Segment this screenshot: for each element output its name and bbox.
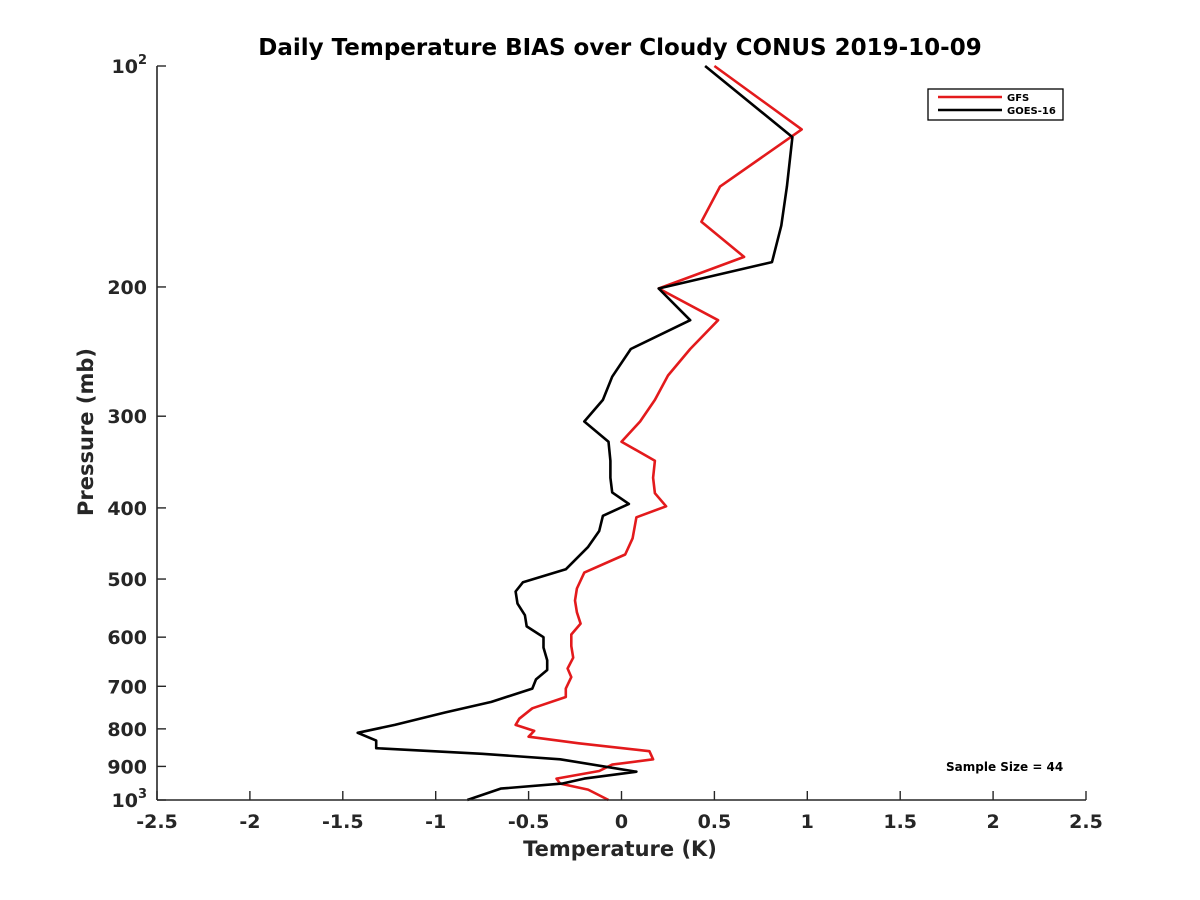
y-tick-label: 400 [107,498,147,520]
x-tick-label: -2.5 [136,811,178,833]
plot-lines [356,64,804,802]
y-tick-label: 500 [107,569,147,591]
x-axis-label: Temperature (K) [523,837,717,861]
y-tick-label: 700 [107,676,147,698]
axes: -2.5 -2 -1.5 -1 -0.5 0 0.5 1 1.5 2 2.5 102 200 300 400… [107,53,1103,833]
x-tick-label: 0 [615,811,628,833]
x-tick-label: 2 [986,811,999,833]
legend: GFS GOES-16 [927,88,1064,121]
sample-size-annotation: Sample Size = 44 [946,760,1063,774]
y-tick-label: 103 [112,787,148,812]
y-tick-label: 900 [107,756,147,778]
series-line-gfs [514,64,804,802]
x-tick-label: 1.5 [883,811,917,833]
legend-label-gfs: GFS [1007,93,1029,104]
x-tick-label: -2 [239,811,260,833]
y-tick-label: 800 [107,719,147,741]
x-tick-label: -1 [425,811,446,833]
y-tick-label: 200 [107,277,147,299]
legend-box [927,88,1064,121]
y-tick-label: 600 [107,627,147,649]
series-line-goes-16 [356,64,794,802]
x-tick-label: -1.5 [322,811,364,833]
x-tick-label: 0.5 [698,811,732,833]
chart-title: Daily Temperature BIAS over Cloudy CONUS… [258,35,981,61]
x-tick-label: 1 [801,811,814,833]
y-tick-label: 300 [107,406,147,428]
x-tick-label: 2.5 [1069,811,1103,833]
x-tick-label: -0.5 [508,811,550,833]
y-axis-label: Pressure (mb) [74,348,98,516]
legend-label-goes-16: GOES-16 [1007,106,1056,117]
y-tick-label: 102 [112,53,148,78]
